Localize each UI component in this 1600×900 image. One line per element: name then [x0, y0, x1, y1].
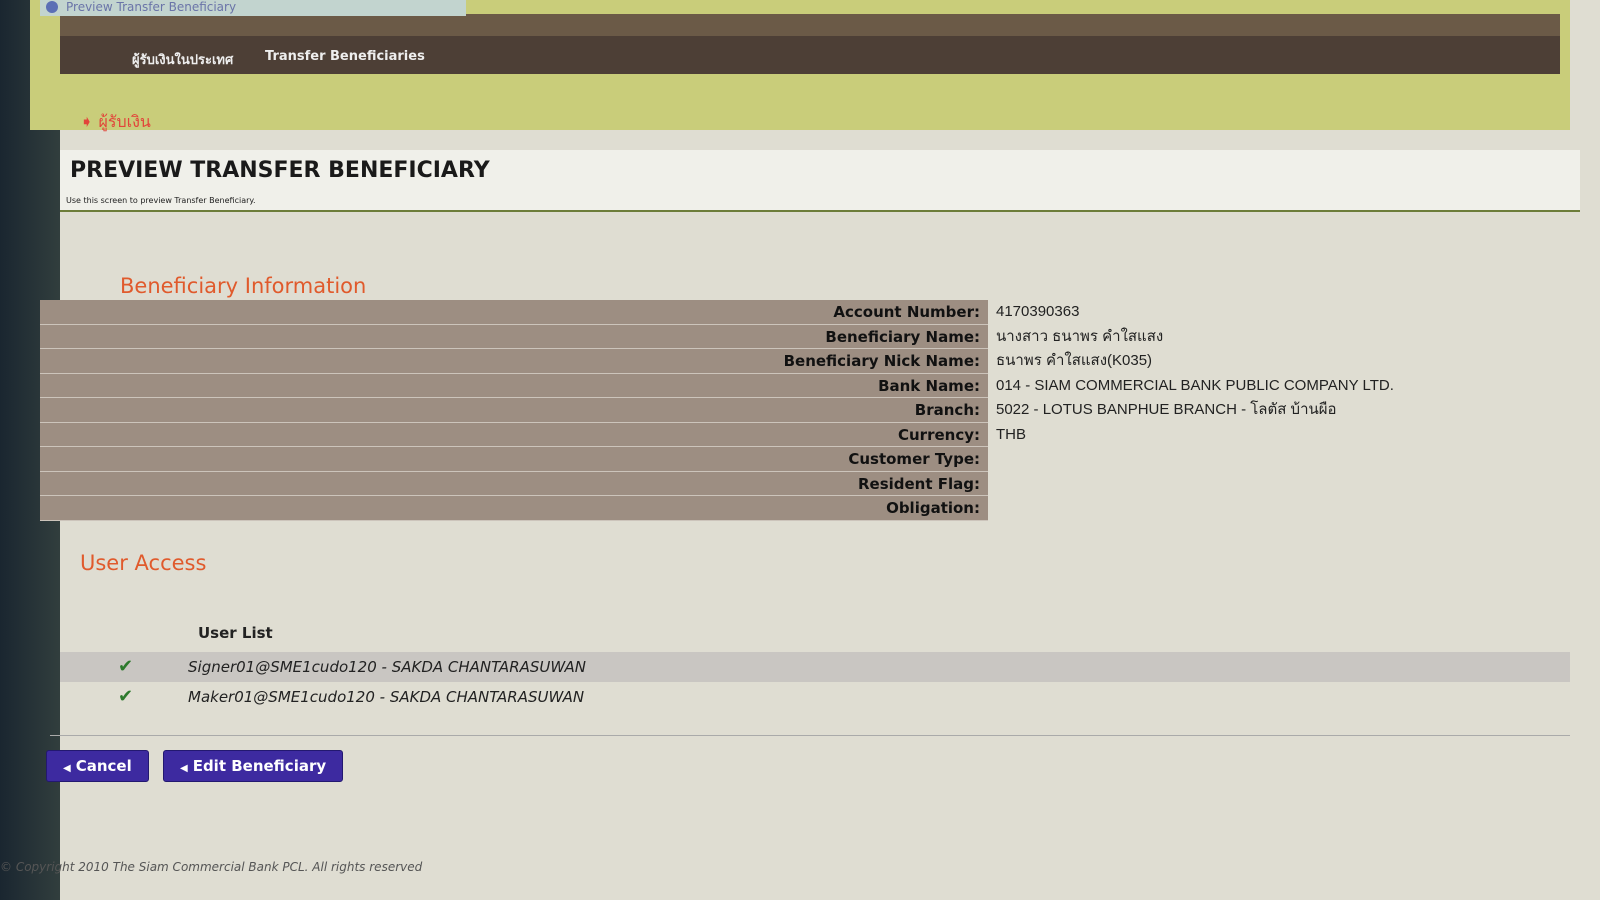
info-row: Resident Flag:	[40, 471, 1540, 497]
field-value: 5022 - LOTUS BANPHUE BRANCH - โลตัส บ้าน…	[996, 401, 1337, 418]
footer-copyright: © Copyright 2010 The Siam Commercial Ban…	[0, 860, 423, 874]
field-label: Resident Flag:	[40, 471, 988, 496]
cancel-button[interactable]: ◀ Cancel	[46, 750, 149, 782]
field-label: Bank Name:	[40, 373, 988, 398]
divider	[50, 735, 1570, 736]
field-value	[988, 447, 996, 472]
info-row: Obligation:	[40, 496, 1540, 521]
user-access-section-title: User Access	[80, 551, 207, 575]
field-label: Currency:	[40, 422, 988, 447]
page-title: PREVIEW TRANSFER BENEFICIARY	[70, 158, 490, 183]
field-value	[988, 472, 996, 497]
info-row: Beneficiary Name: นางสาว ธนาพร คำใสแสง	[40, 324, 1540, 349]
page-subtitle: Use this screen to preview Transfer Bene…	[66, 196, 256, 205]
info-row: Branch: 5022 - LOTUS BANPHUE BRANCH - โลต…	[40, 398, 1540, 423]
title-panel: PREVIEW TRANSFER BENEFICIARY Use this sc…	[60, 150, 1580, 212]
field-value: ธนาพร คำใสแสง(K035)	[996, 352, 1153, 369]
user-list-header: User List	[198, 624, 273, 642]
beneficiary-info-table: Account Number: 4170390363 Beneficiary Nam…	[40, 300, 1540, 521]
field-value: นางสาว ธนาพร คำใสแสง	[996, 327, 1164, 345]
check-icon: ✔	[118, 656, 134, 677]
nav-item-transfer-beneficiaries[interactable]: Transfer Beneficiaries	[265, 49, 425, 64]
window-titlebar: Preview Transfer Beneficiary	[40, 0, 466, 16]
arrow-left-icon: ◀	[180, 763, 188, 774]
user-row: ✔ Signer01@SME1cudo120 - SAKDA CHANTARASU…	[60, 652, 1570, 682]
field-value: 014 - SIAM COMMERCIAL BANK PUBLIC COMPAN…	[996, 376, 1394, 394]
user-name: Signer01@SME1cudo120 - SAKDA CHANTARASUW…	[188, 658, 586, 676]
field-value: 4170390363	[996, 303, 1080, 320]
breadcrumb-label: ผู้รับเงิน	[98, 112, 151, 131]
nav-item-domestic[interactable]: ผู้รับเงินในประเทศ	[132, 53, 234, 68]
field-label: Branch:	[40, 398, 988, 423]
nav-bar: ผู้รับเงินในประเทศ Transfer Beneficiarie…	[60, 36, 1560, 74]
info-row: Beneficiary Nick Name: ธนาพร คำใสแสง(K035…	[40, 349, 1540, 374]
window-title: Preview Transfer Beneficiary	[66, 0, 237, 14]
field-label: Beneficiary Name:	[40, 324, 988, 349]
check-icon: ✔	[118, 686, 134, 707]
breadcrumb: ➧ ผู้รับเงิน	[80, 110, 151, 135]
bullet-icon: ➧	[80, 112, 99, 131]
top-tabs[interactable]	[60, 14, 1560, 36]
field-value: THB	[996, 425, 1026, 443]
edit-label: Edit Beneficiary	[192, 757, 327, 775]
field-label: Customer Type:	[40, 447, 988, 472]
user-row: ✔ Maker01@SME1cudo120 - SAKDA CHANTARASUW…	[60, 682, 1570, 712]
browser-icon	[46, 1, 58, 13]
arrow-left-icon: ◀	[63, 763, 71, 774]
beneficiary-section-title: Beneficiary Information	[120, 274, 367, 298]
info-row: Customer Type:	[40, 447, 1540, 472]
field-label: Beneficiary Nick Name:	[40, 349, 988, 374]
edit-beneficiary-button[interactable]: ◀ Edit Beneficiary	[163, 750, 344, 782]
field-label: Obligation:	[40, 496, 988, 521]
info-row: Account Number: 4170390363	[40, 300, 1540, 325]
user-name: Maker01@SME1cudo120 - SAKDA CHANTARASUWA…	[188, 688, 585, 706]
field-label: Account Number:	[40, 300, 988, 325]
info-row: Currency: THB	[40, 422, 1540, 447]
field-value	[988, 496, 996, 521]
info-row: Bank Name: 014 - SIAM COMMERCIAL BANK PUB…	[40, 373, 1540, 398]
cancel-label: Cancel	[75, 757, 132, 775]
